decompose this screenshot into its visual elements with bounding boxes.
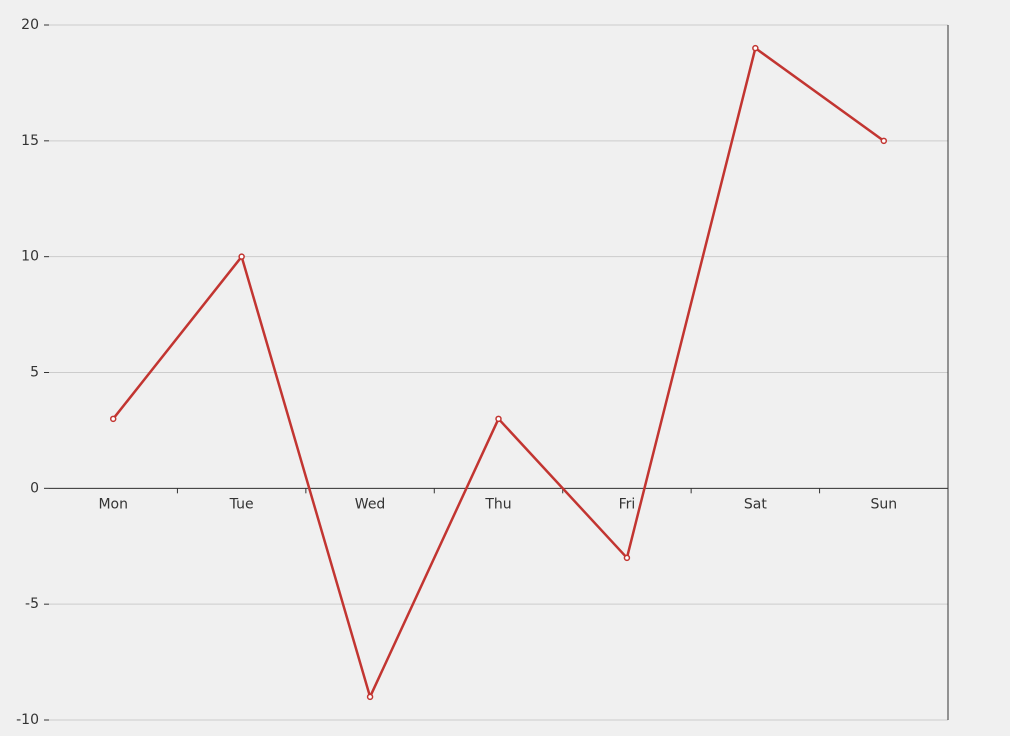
data-point xyxy=(495,415,502,423)
data-point xyxy=(623,554,631,562)
data-point xyxy=(109,415,117,423)
y-tick-label: 5 xyxy=(30,365,39,381)
y-tick-label: -5 xyxy=(25,596,39,612)
y-tick-label: 0 xyxy=(30,480,39,496)
data-point xyxy=(752,44,759,52)
x-tick-label: Fri xyxy=(619,496,636,512)
data-point xyxy=(366,693,374,701)
y-tick-label: 20 xyxy=(21,17,39,33)
x-tick-label: Sat xyxy=(744,496,767,512)
data-point xyxy=(880,137,888,145)
x-tick-label: Sun xyxy=(870,496,897,512)
y-tick-label: 15 xyxy=(21,133,39,149)
x-tick-label: Tue xyxy=(229,496,254,512)
y-tick-label: -10 xyxy=(16,712,39,728)
x-tick-label: Mon xyxy=(98,496,128,512)
x-tick-label: Wed xyxy=(355,496,386,512)
x-tick-label: Thu xyxy=(484,496,511,512)
data-point xyxy=(238,253,245,260)
y-tick-label: 10 xyxy=(21,249,39,265)
